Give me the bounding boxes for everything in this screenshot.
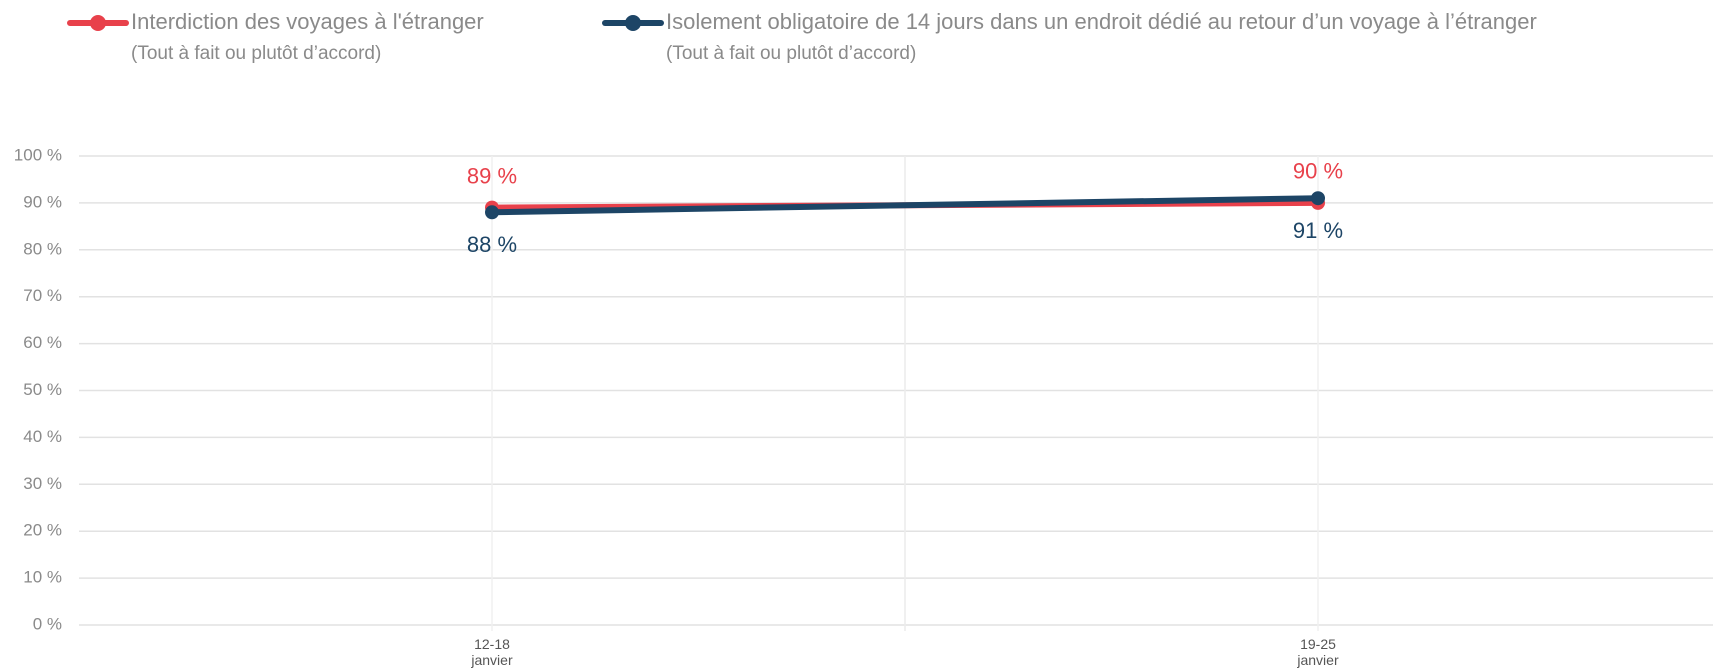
y-tick-label: 70 % <box>23 286 62 305</box>
y-tick-label: 80 % <box>23 239 62 258</box>
y-tick-label: 0 % <box>33 614 62 633</box>
data-label: 88 % <box>467 232 517 257</box>
x-tick-label-line: 12-18 <box>474 636 510 652</box>
x-tick-label-line: janvier <box>470 652 513 668</box>
data-point <box>485 205 499 220</box>
data-label: 89 % <box>467 163 517 188</box>
y-tick-label: 10 % <box>23 568 62 587</box>
series-line <box>491 195 1319 216</box>
x-tick-label-line: 19-25 <box>1300 636 1336 652</box>
legend-note: (Tout à fait ou plutôt d’accord) <box>131 43 381 64</box>
legend-marker <box>90 15 106 31</box>
y-tick-label: 40 % <box>23 427 62 446</box>
y-tick-label: 50 % <box>23 380 62 399</box>
x-tick-label: 12-18 janvier <box>470 636 513 668</box>
legend-marker <box>625 15 641 31</box>
y-tick-label: 30 % <box>23 474 62 493</box>
y-tick-label: 90 % <box>23 192 62 211</box>
x-tick-label: 19-25 janvier <box>1296 636 1339 668</box>
legend-label: Isolement obligatoire de 14 jours dans u… <box>666 9 1537 34</box>
data-point <box>1311 191 1325 206</box>
data-label: 91 % <box>1293 218 1343 243</box>
legend-label: Interdiction des voyages à l'étranger <box>131 9 484 34</box>
legend-note: (Tout à fait ou plutôt d’accord) <box>666 43 916 64</box>
y-tick-label: 60 % <box>23 333 62 352</box>
y-tick-label: 100 % <box>14 145 62 164</box>
data-label: 90 % <box>1293 159 1343 184</box>
y-tick-label: 20 % <box>23 521 62 540</box>
x-tick-label-line: janvier <box>1296 652 1339 668</box>
